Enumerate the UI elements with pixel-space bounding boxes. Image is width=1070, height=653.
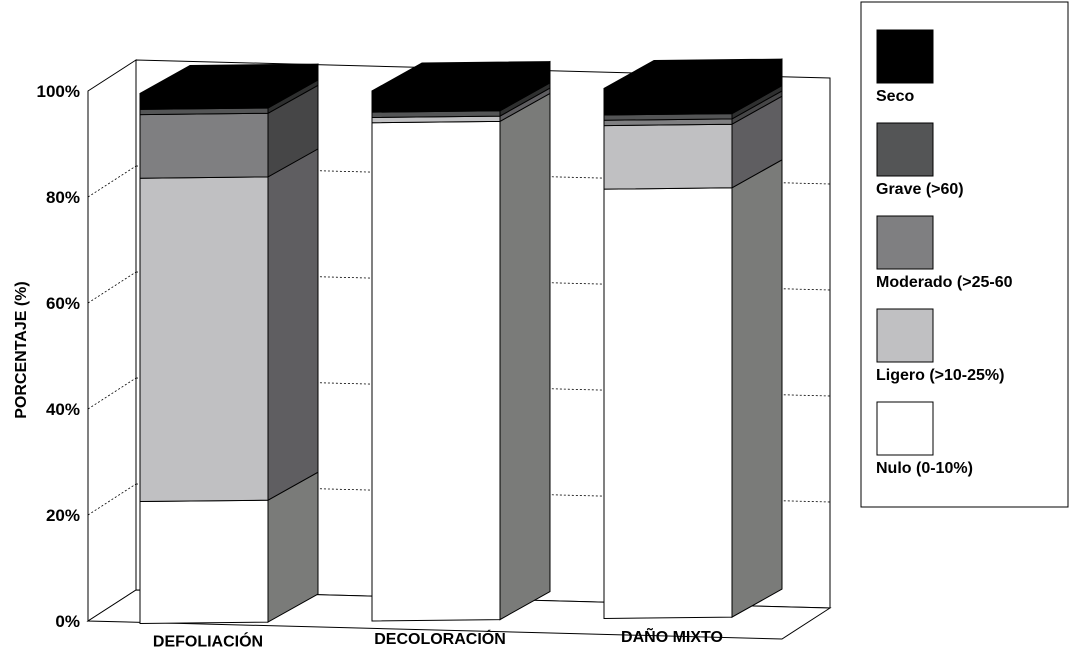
bar-top — [603, 58, 783, 89]
y-axis-title: PORCENTAJE (%) — [13, 281, 30, 419]
y-tick-label: 40% — [46, 400, 80, 419]
x-category-label: DECOLORACIÓN — [374, 629, 506, 648]
gridline-left-80 — [87, 165, 137, 198]
bar-stack-1 — [139, 63, 319, 624]
bar-top — [139, 63, 319, 94]
y-tick-labels: 0% 20% 40% 60% 80% 100% — [37, 82, 80, 631]
bar-segment — [139, 91, 269, 110]
bar-segment — [603, 86, 733, 116]
bar-top — [371, 61, 551, 92]
y-tick-label: 60% — [46, 294, 80, 313]
bar-stack-3 — [603, 58, 783, 619]
left-wall — [87, 59, 137, 622]
y-tick-label: 20% — [46, 506, 80, 525]
bar-segment — [603, 123, 733, 190]
legend-label: Moderado (>25-60 — [876, 274, 1013, 291]
bar-segment — [603, 187, 733, 619]
bar-segment-side — [499, 92, 551, 621]
legend-swatch — [876, 308, 934, 363]
legend-label: Grave (>60) — [876, 181, 964, 198]
legend-label: Nulo (0-10%) — [876, 460, 973, 477]
gridline-left-60 — [87, 271, 137, 304]
gridlines — [87, 165, 831, 516]
bars — [139, 58, 783, 624]
x-category-label: DAÑO MIXTO — [621, 626, 723, 646]
legend-swatch — [876, 215, 934, 270]
legend: Seco Grave (>60) Moderado (>25-60 Ligero (>… — [860, 1, 1069, 508]
x-category-label: DEFOLIACIÓN — [153, 632, 263, 651]
legend-swatch — [876, 29, 934, 84]
legend-swatch — [876, 122, 934, 177]
y-tick-label: 80% — [46, 188, 80, 207]
gridline-left-40 — [87, 377, 137, 410]
bar-segment-side — [731, 158, 783, 618]
legend-label: Ligero (>10-25%) — [876, 367, 1004, 384]
y-tick-label: 0% — [55, 612, 80, 631]
legend-label: Seco — [876, 88, 914, 105]
y-tick-label: 100% — [37, 82, 80, 101]
bar-segment — [139, 112, 269, 179]
bar-segment — [139, 176, 269, 503]
bar-segment-side — [267, 148, 319, 502]
bar-segment — [371, 120, 501, 622]
x-category-labels: DEFOLIACIÓN DECOLORACIÓN DAÑO MIXTO — [153, 626, 723, 651]
bar-segment — [371, 89, 501, 113]
bar-stack-2 — [371, 60, 551, 622]
gridline-left-20 — [87, 483, 137, 516]
legend-swatch — [876, 401, 934, 456]
bar-segment — [139, 499, 269, 624]
